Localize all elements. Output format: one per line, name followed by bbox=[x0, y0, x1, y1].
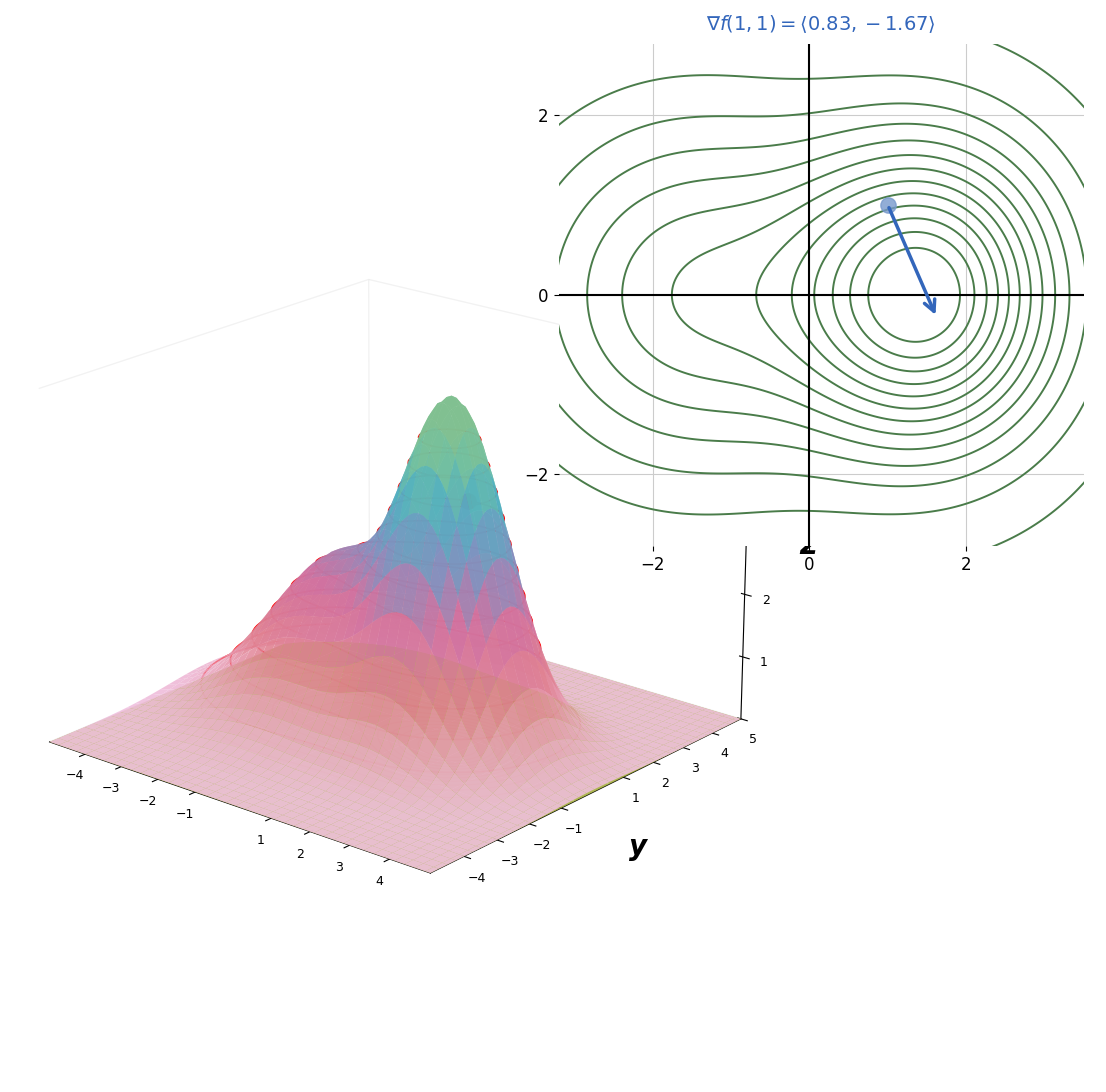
Y-axis label: y: y bbox=[629, 833, 647, 862]
Title: $\nabla f(1,1) = \langle 0.83, -1.67 \rangle$: $\nabla f(1,1) = \langle 0.83, -1.67 \ra… bbox=[707, 13, 936, 35]
